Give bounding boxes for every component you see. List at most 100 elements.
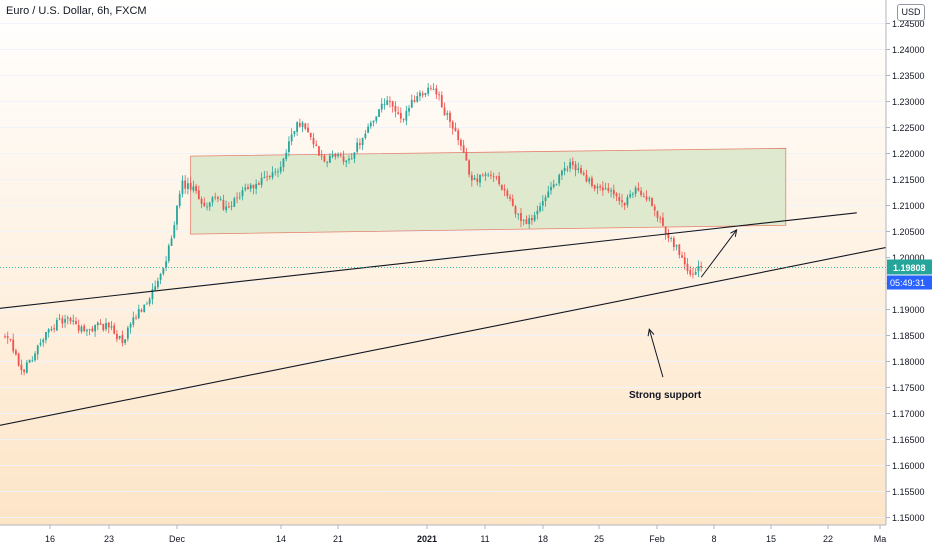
time-tick-label: 16: [45, 534, 55, 544]
candle-body: [413, 100, 416, 102]
price-tick-label: 1.18500: [892, 331, 925, 341]
candle-body: [678, 244, 681, 255]
candle-body: [399, 113, 402, 119]
candle-body: [277, 171, 279, 173]
candle-body: [547, 191, 550, 198]
candle-body: [612, 189, 615, 195]
price-axis-background[interactable]: [886, 0, 932, 550]
candle-body: [257, 183, 260, 185]
demand-zone: [190, 147, 787, 235]
candle-body: [110, 326, 113, 328]
price-tick-label: 1.24500: [892, 19, 925, 29]
candle-body: [525, 219, 528, 224]
candle-body: [162, 268, 165, 274]
candle-body: [55, 320, 58, 331]
candle-body: [353, 152, 356, 159]
candle-body: [544, 197, 547, 201]
price-tick-label: 1.16000: [892, 461, 925, 471]
candle-body: [405, 111, 408, 121]
candle-body: [397, 112, 400, 114]
candle-body: [58, 318, 61, 320]
candle-body: [230, 206, 233, 207]
candle-body: [156, 280, 159, 288]
candle-body: [637, 188, 640, 191]
candle-body: [386, 100, 389, 105]
candle-body: [238, 196, 241, 198]
candle-body: [214, 196, 217, 198]
candle-body: [197, 190, 200, 200]
candle-body: [492, 176, 495, 177]
time-tick-label: 8: [711, 534, 716, 544]
candle-body: [203, 202, 206, 207]
candle-body: [252, 184, 255, 189]
candle-body: [457, 130, 460, 140]
candle-body: [129, 323, 132, 328]
candle-body: [468, 160, 470, 175]
candle-body: [247, 187, 249, 189]
candle-body: [402, 119, 405, 120]
candle-body: [184, 180, 187, 189]
candle-body: [648, 198, 651, 200]
price-tick-label: 1.18000: [892, 357, 925, 367]
candle-body: [419, 92, 421, 97]
candle-body: [107, 322, 110, 328]
candle-body: [522, 219, 525, 221]
candle-body: [610, 190, 612, 192]
candle-body: [118, 335, 121, 339]
price-tick-label: 1.21000: [892, 201, 925, 211]
candle-body: [530, 218, 533, 221]
price-tick-label: 1.15000: [892, 513, 925, 523]
candle-body: [692, 273, 694, 275]
currency-button[interactable]: USD: [897, 4, 925, 21]
candle-body: [500, 184, 503, 190]
candle-body: [28, 359, 31, 363]
candle-body: [642, 195, 645, 197]
candle-body: [394, 105, 397, 112]
time-tick-label: 21: [333, 534, 343, 544]
candle-body: [585, 174, 588, 182]
candle-body: [462, 145, 465, 153]
candle-body: [34, 353, 36, 361]
candle-body: [315, 144, 318, 146]
time-tick-label: 25: [594, 534, 604, 544]
candle-body: [541, 201, 544, 206]
candle-body: [96, 322, 99, 326]
countdown-label: 05:49:31: [890, 278, 925, 288]
candle-body: [167, 245, 170, 261]
candle-body: [632, 193, 634, 195]
candle-body: [61, 318, 64, 324]
candle-body: [45, 332, 47, 341]
candle-body: [318, 146, 320, 156]
candle-body: [53, 328, 56, 330]
candle-body: [200, 198, 203, 204]
candle-body: [233, 198, 236, 207]
candle-body: [274, 171, 277, 173]
candle-body: [236, 197, 238, 199]
time-tick-label: 18: [538, 534, 548, 544]
candle-body: [4, 336, 6, 337]
candle-body: [629, 194, 632, 198]
time-axis-background[interactable]: [0, 525, 886, 550]
candle-body: [266, 176, 268, 178]
candle-body: [323, 155, 326, 162]
candle-body: [421, 93, 424, 96]
price-tick-label: 1.17000: [892, 409, 925, 419]
candle-body: [481, 175, 484, 177]
candle-body: [653, 206, 656, 211]
candle-body: [219, 199, 222, 200]
price-tick-label: 1.19000: [892, 305, 925, 315]
candle-body: [334, 154, 337, 157]
candle-body: [359, 143, 361, 145]
candle-body: [520, 213, 522, 222]
candle-body: [670, 238, 673, 239]
candle-body: [296, 122, 299, 132]
arrow-head: [647, 328, 655, 337]
candle-body: [555, 184, 558, 186]
candle-body: [391, 101, 394, 107]
candle-body: [470, 175, 473, 181]
candle-body: [563, 167, 566, 172]
candle-body: [533, 215, 536, 221]
candle-body: [178, 193, 181, 207]
